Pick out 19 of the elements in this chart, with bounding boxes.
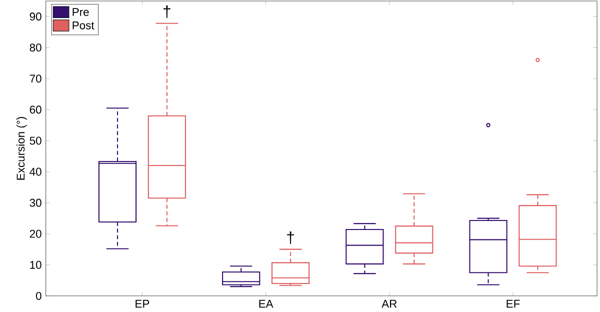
y-axis-title: Excursion (°) (16, 117, 27, 180)
legend-label: Pre (72, 8, 89, 16)
x-tick-label: EF (506, 300, 520, 308)
y-tick-label: 90 (30, 12, 42, 21)
y-tick-label: 0 (36, 292, 42, 300)
annotation: † (164, 6, 170, 18)
y-tick-label: 10 (30, 261, 42, 269)
y-tick-label: 20 (30, 230, 42, 238)
x-tick-label: AR (382, 300, 397, 308)
y-tick-label: 40 (30, 168, 42, 176)
annotation: † (287, 232, 294, 244)
y-tick-label: 70 (30, 74, 42, 83)
x-tick-label: EA (259, 300, 274, 308)
legend-label: Post (72, 22, 94, 30)
y-tick-label: 80 (30, 44, 42, 52)
y-tick-label: 30 (30, 198, 42, 207)
y-tick-label: 60 (30, 106, 42, 114)
x-tick-label: EP (136, 300, 150, 308)
y-tick-label: 50 (30, 136, 42, 145)
